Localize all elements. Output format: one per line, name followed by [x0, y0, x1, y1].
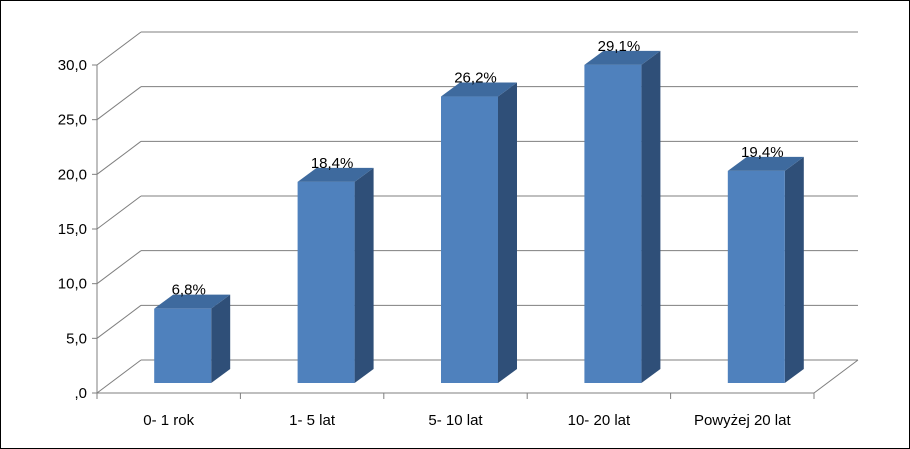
bar-front-face	[584, 64, 642, 383]
label-layer: 6,8% 18,4% 26,2% 29,1% 19,4%	[172, 38, 784, 299]
bar	[154, 294, 231, 383]
y-tick-label: ,0	[74, 385, 87, 402]
floor-right-edge	[813, 359, 859, 394]
data-label: 19,4%	[741, 144, 784, 161]
bar-front-face	[154, 308, 212, 383]
bar-front-face	[727, 170, 785, 383]
bar-top-face	[154, 294, 231, 309]
x-tick-label: 10- 20 lat	[568, 412, 631, 429]
gridline-side	[96, 304, 142, 339]
data-label: 18,4%	[311, 155, 354, 172]
y-tick-label: 5,0	[66, 330, 87, 347]
y-tick-label: 15,0	[58, 221, 87, 238]
x-tick-label: 0- 1 rok	[143, 412, 194, 429]
gridline-side	[96, 86, 142, 121]
bar-front-face	[441, 96, 498, 384]
data-label: 29,1%	[598, 38, 641, 55]
bar-side-face	[641, 50, 661, 384]
x-tick-label: 5- 10 lat	[428, 412, 483, 429]
gridline-side	[96, 31, 142, 66]
bar-side-face	[784, 156, 804, 383]
bar-top-face	[584, 50, 661, 65]
bar-side-face	[498, 82, 517, 384]
x-tick-label: 1- 5 lat	[289, 412, 336, 429]
axis-layer: ,0 5,0 10,0 15,0 20,0 25,0 30,0 0- 1 rok 1- 5 la…	[58, 57, 815, 429]
x-tick-label: Powyżej 20 lat	[694, 412, 792, 429]
bar-top-face	[441, 82, 517, 97]
bar	[727, 156, 804, 383]
bar-front-face	[297, 181, 355, 383]
bar-top-face	[297, 167, 374, 182]
gridline-side	[96, 250, 142, 285]
data-label: 26,2%	[454, 70, 497, 87]
gridline-side	[96, 195, 142, 230]
bar-side-face	[354, 167, 374, 383]
bar	[297, 167, 374, 383]
y-tick-label: 30,0	[58, 57, 87, 74]
bar-side-face	[211, 294, 231, 383]
bar	[441, 82, 517, 384]
gridline-side	[96, 359, 142, 394]
bar-layer	[154, 50, 804, 384]
y-tick-label: 10,0	[58, 276, 87, 293]
y-tick-label: 25,0	[58, 112, 87, 129]
bar-top-face	[727, 156, 804, 171]
data-label: 6,8%	[172, 282, 206, 299]
bar	[584, 50, 661, 384]
y-tick-label: 20,0	[58, 166, 87, 183]
gridline-side	[96, 140, 142, 175]
